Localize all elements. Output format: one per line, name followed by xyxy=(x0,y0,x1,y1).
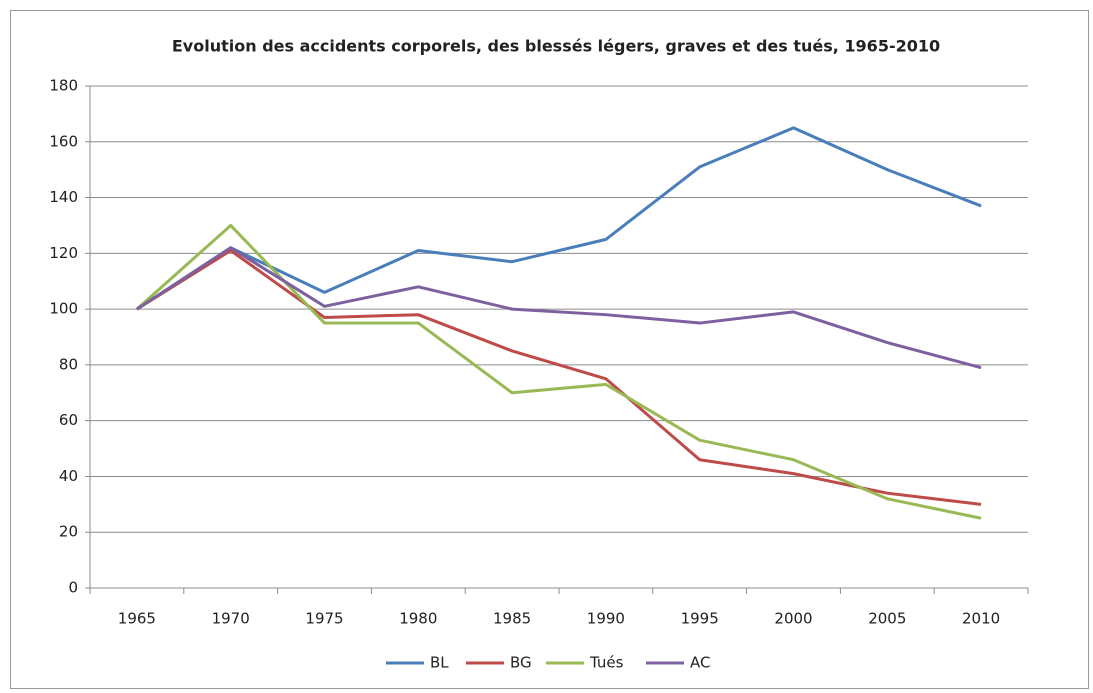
legend-label: BG xyxy=(510,654,532,672)
series-line xyxy=(136,249,982,506)
series-line xyxy=(136,246,982,370)
y-tick-label: 20 xyxy=(59,523,78,541)
series-line xyxy=(136,126,982,311)
y-tick-label: 140 xyxy=(49,188,78,206)
x-tick-label: 1985 xyxy=(493,610,531,628)
x-tick-label: 1980 xyxy=(399,610,437,628)
x-tick-label: 2000 xyxy=(774,610,812,628)
x-tick-label: 2005 xyxy=(868,610,906,628)
x-tick-label: 1990 xyxy=(587,610,625,628)
legend-label: AC xyxy=(690,654,710,672)
y-tick-label: 0 xyxy=(68,579,78,597)
y-tick-label: 60 xyxy=(59,411,78,429)
y-tick-label: 40 xyxy=(59,467,78,485)
x-tick-label: 2010 xyxy=(962,610,1000,628)
legend-label: BL xyxy=(430,654,449,672)
x-tick-label: 1975 xyxy=(305,610,343,628)
y-tick-label: 100 xyxy=(49,300,78,318)
x-tick-label: 1965 xyxy=(118,610,156,628)
y-tick-label: 120 xyxy=(49,244,78,262)
y-tick-label: 180 xyxy=(49,77,78,95)
series-line xyxy=(135,223,982,520)
chart-frame xyxy=(10,10,1089,689)
y-tick-label: 160 xyxy=(49,132,78,150)
x-tick-label: 1995 xyxy=(681,610,719,628)
legend-label: Tués xyxy=(589,654,624,672)
y-tick-label: 80 xyxy=(59,355,78,373)
chart-title: Evolution des accidents corporels, des b… xyxy=(172,37,940,56)
x-tick-label: 1970 xyxy=(212,610,250,628)
